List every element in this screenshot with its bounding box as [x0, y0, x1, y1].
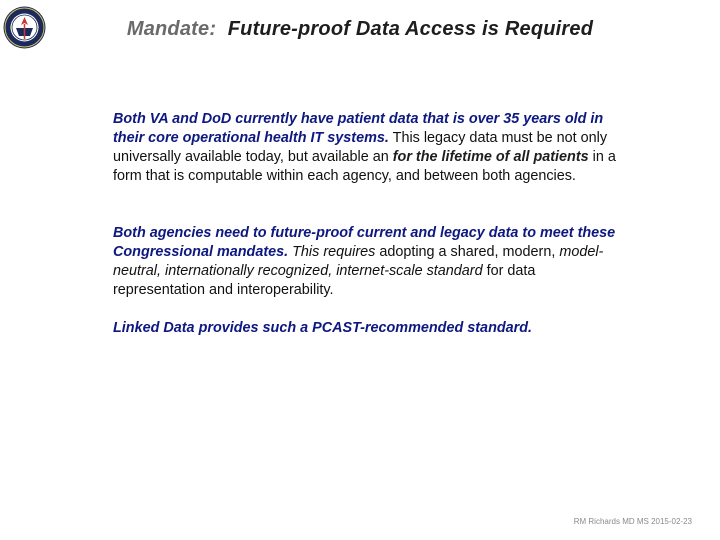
p2-italic-1: This requires	[292, 244, 376, 260]
title-rest: Future-proof Data Access is Required	[227, 18, 594, 40]
p3-emphasis: Linked Data provides such a PCAST-recomm…	[113, 320, 533, 336]
p1-text-2: in a form that is computable within each…	[113, 149, 616, 184]
va-seal-icon	[3, 6, 46, 49]
p1-lifetime-emphasis: for the lifetime of all patients	[392, 149, 589, 165]
p1-emphasis: Both VA and DoD currently have patient d…	[113, 111, 604, 146]
title-lead: Mandate:	[126, 18, 217, 40]
p1-text-1: This legacy data must be not only univer…	[113, 130, 608, 165]
p2-italic-2: model-neutral, internationally recognize…	[113, 244, 604, 279]
slide-body: Both VA and DoD currently have patient d…	[113, 110, 618, 338]
paragraph-1: Both VA and DoD currently have patient d…	[113, 110, 618, 186]
p2-text-2: for data representation and interoperabi…	[113, 263, 536, 298]
paragraph-3: Linked Data provides such a PCAST-recomm…	[113, 319, 618, 338]
p2-text-1: adopting a shared, modern,	[375, 244, 560, 260]
paragraph-2: Both agencies need to future-proof curre…	[113, 224, 618, 300]
slide-title: Mandate: Future-proof Data Access is Req…	[0, 18, 720, 41]
p2-emphasis: Both agencies need to future-proof curre…	[113, 225, 616, 260]
footer-credit: RM Richards MD MS 2015-02-23	[573, 517, 692, 526]
